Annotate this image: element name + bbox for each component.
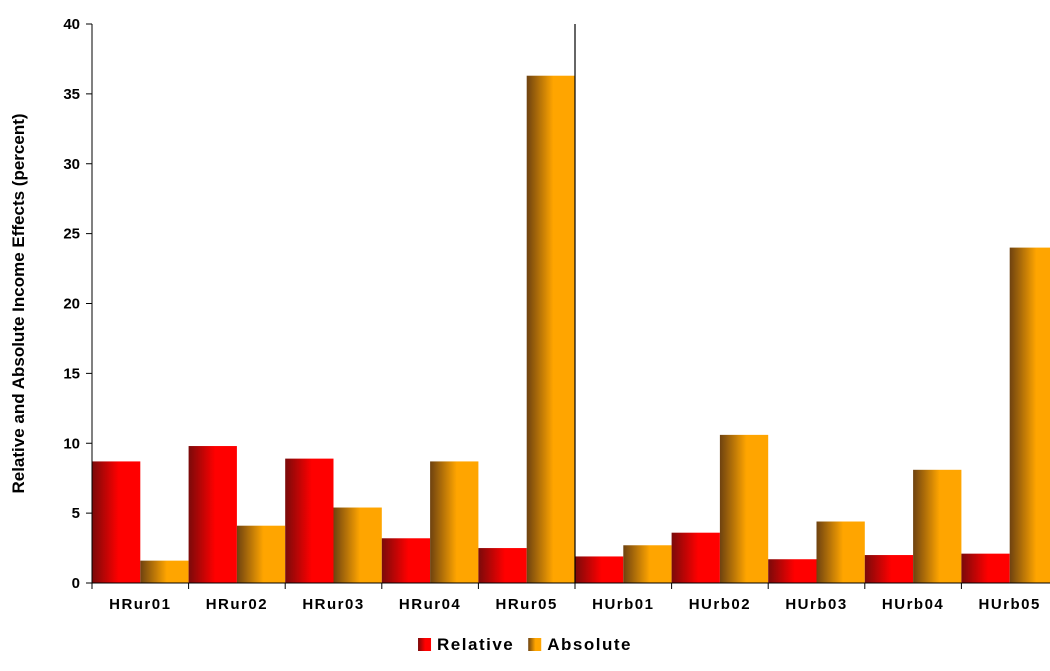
- bars-layer: [92, 75, 1050, 584]
- y-tick-label-15: 15: [63, 365, 80, 382]
- legend-swatch-relative: [418, 638, 432, 651]
- x-tick-label-hrur02: HRur02: [206, 596, 268, 613]
- bar-relative-hrur03: [285, 458, 334, 583]
- y-tick-label-20: 20: [63, 296, 80, 313]
- y-tick-label-35: 35: [63, 86, 80, 103]
- x-tick-label-hrur01: HRur01: [109, 596, 171, 613]
- legend-item-absolute: Absolute: [528, 635, 632, 654]
- y-tick-label-30: 30: [63, 156, 80, 173]
- bar-relative-hurb03: [768, 559, 817, 583]
- legend: Relative Absolute: [418, 635, 632, 654]
- bar-relative-hurb01: [575, 556, 624, 583]
- x-tick-label-hurb03: HUrb03: [785, 596, 847, 613]
- y-tick-label-5: 5: [72, 505, 80, 522]
- bar-relative-hrur01: [92, 461, 141, 583]
- bar-absolute-hrur01: [140, 560, 189, 583]
- y-axis-title: Relative and Absolute Income Effects (pe…: [9, 113, 28, 493]
- axes: 0 5 10 15 20 25 30 35 40 HRur01 HRur02 HRur03 HRur04…: [63, 16, 1050, 613]
- bar-absolute-hurb02: [719, 434, 769, 583]
- legend-swatch-absolute: [528, 638, 542, 651]
- bar-relative-hurb02: [671, 532, 720, 583]
- y-tick-label-40: 40: [63, 16, 80, 33]
- bar-relative-hurb04: [864, 555, 914, 583]
- x-tick-label-hrur03: HRur03: [302, 596, 364, 613]
- x-tick-label-hurb05: HUrb05: [979, 596, 1041, 613]
- legend-label-absolute: Absolute: [547, 635, 632, 654]
- bar-relative-hrur05: [478, 548, 527, 583]
- bar-absolute-hrur02: [236, 525, 286, 583]
- legend-label-relative: Relative: [437, 635, 514, 654]
- bar-absolute-hrur05: [526, 75, 575, 584]
- y-tick-label-0: 0: [72, 575, 80, 592]
- y-tick-label-25: 25: [63, 226, 80, 243]
- bar-absolute-hrur03: [333, 507, 382, 583]
- bar-relative-hrur04: [381, 538, 431, 583]
- bar-absolute-hurb04: [913, 469, 962, 583]
- x-tick-label-hurb04: HUrb04: [882, 596, 944, 613]
- bar-absolute-hrur04: [430, 461, 479, 583]
- x-tick-label-hrur05: HRur05: [496, 596, 558, 613]
- y-tick-label-10: 10: [63, 435, 80, 452]
- legend-item-relative: Relative: [418, 635, 514, 654]
- x-tick-label-hrur04: HRur04: [399, 596, 461, 613]
- bar-absolute-hurb01: [623, 545, 672, 583]
- bar-relative-hurb05: [961, 553, 1010, 583]
- bar-relative-hrur02: [188, 446, 237, 583]
- x-tick-label-hurb01: HUrb01: [592, 596, 654, 613]
- bar-absolute-hurb03: [816, 521, 865, 583]
- x-tick-label-hurb02: HUrb02: [689, 596, 751, 613]
- bar-absolute-hurb05: [1009, 247, 1050, 583]
